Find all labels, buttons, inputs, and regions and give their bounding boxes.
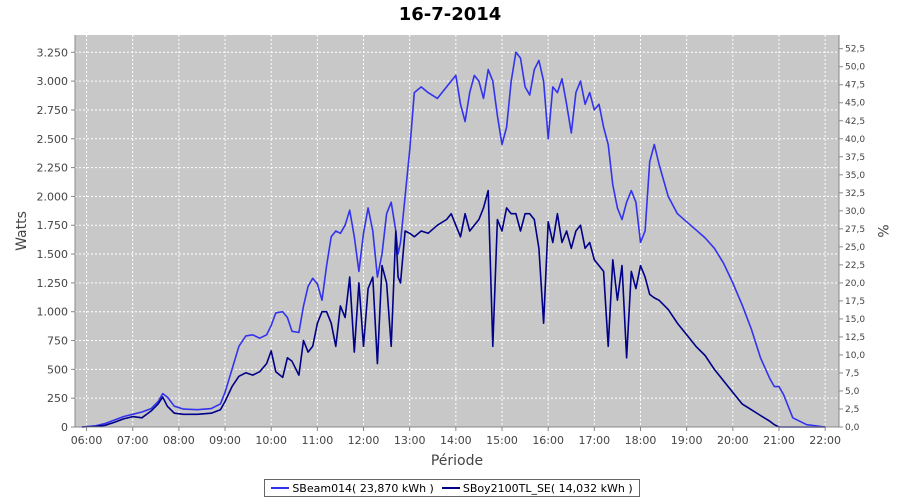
y2-tick-label: 27,5 <box>845 225 865 235</box>
y2-tick-label: 32,5 <box>845 189 865 199</box>
y2-tick-label: 45,0 <box>845 99 865 109</box>
x-tick-label: 06:00 <box>71 434 103 447</box>
x-tick-label: 07:00 <box>117 434 149 447</box>
y2-tick-label: 30,0 <box>845 207 865 217</box>
x-tick-label: 14:00 <box>440 434 472 447</box>
y-tick-label: 3.250 <box>37 46 69 59</box>
y2-tick-label: 47,5 <box>845 81 865 91</box>
legend-label-series-1: SBeam014( 23,870 kWh ) <box>292 481 434 495</box>
legend-swatch-series-1 <box>271 487 290 489</box>
y-tick-label: 500 <box>47 363 68 376</box>
y-tick-label: 1.500 <box>37 248 69 261</box>
x-tick-label: 16:00 <box>532 434 564 447</box>
x-tick-label: 19:00 <box>671 434 703 447</box>
y2-tick-label: 12,5 <box>845 333 865 343</box>
y2-tick-label: 50,0 <box>845 63 865 73</box>
y2-tick-label: 42,5 <box>845 117 865 127</box>
x-tick-label: 18:00 <box>625 434 657 447</box>
y2-tick-label: 10,0 <box>845 351 865 361</box>
y2-tick-label: 20,0 <box>845 279 865 289</box>
x-tick-label: 10:00 <box>255 434 287 447</box>
y2-tick-label: 35,0 <box>845 171 865 181</box>
legend: SBeam014( 23,870 kWh ) SBoy2100TL_SE( 14… <box>264 479 640 497</box>
y-tick-label: 750 <box>47 335 68 348</box>
y2-tick-label: 7,5 <box>845 369 859 379</box>
y2-tick-label: 25,0 <box>845 243 865 253</box>
x-tick-label: 12:00 <box>348 434 380 447</box>
x-tick-label: 17:00 <box>578 434 610 447</box>
y2-axis-title: % <box>874 224 890 237</box>
chart-title: 16-7-2014 <box>398 4 502 25</box>
y2-tick-label: 22,5 <box>845 261 865 271</box>
y2-tick-label: 15,0 <box>845 315 865 325</box>
legend-label-series-2: SBoy2100TL_SE( 14,032 kWh ) <box>462 481 633 495</box>
y2-tick-label: 5,0 <box>845 387 860 397</box>
x-axis-title: Période <box>431 453 483 469</box>
y2-tick-label: 52,5 <box>845 45 865 55</box>
x-tick-label: 13:00 <box>394 434 426 447</box>
plot-area <box>75 35 839 427</box>
y-tick-label: 2.250 <box>37 162 69 175</box>
x-tick-label: 09:00 <box>209 434 241 447</box>
y-tick-label: 2.750 <box>37 104 69 117</box>
x-tick-label: 11:00 <box>302 434 334 447</box>
y-tick-label: 1.250 <box>37 277 69 290</box>
x-tick-label: 08:00 <box>163 434 195 447</box>
x-tick-label: 15:00 <box>486 434 518 447</box>
y2-tick-label: 17,5 <box>845 297 865 307</box>
x-tick-label: 22:00 <box>809 434 841 447</box>
y2-tick-label: 37,5 <box>845 153 865 163</box>
y2-tick-label: 0,0 <box>845 423 860 433</box>
y-tick-label: 2.500 <box>37 133 69 146</box>
y-tick-label: 3.000 <box>37 75 69 88</box>
legend-item-series-1: SBeam014( 23,870 kWh ) <box>271 482 434 495</box>
axes: 06:00 07:00 08:00 09:00 10:00 11:00 12:00 13:00… <box>37 35 865 447</box>
y-tick-label: 250 <box>47 392 68 405</box>
y2-tick-label: 2,5 <box>845 405 859 415</box>
x-tick-label: 20:00 <box>717 434 749 447</box>
series-line-2 <box>81 189 826 428</box>
x-tick-label: 21:00 <box>763 434 795 447</box>
y2-tick-label: 40,0 <box>845 135 865 145</box>
y-tick-label: 2.000 <box>37 190 69 203</box>
y-tick-label: 1.750 <box>37 219 69 232</box>
series-line-1 <box>81 51 826 428</box>
y-tick-label: 1.000 <box>37 306 69 319</box>
legend-swatch-series-2 <box>441 487 460 489</box>
y-axis-title: Watts <box>14 211 30 251</box>
series-lines <box>81 51 826 428</box>
legend-item-series-2: SBoy2100TL_SE( 14,032 kWh ) <box>441 481 633 495</box>
y-tick-label: 0 <box>61 421 68 434</box>
